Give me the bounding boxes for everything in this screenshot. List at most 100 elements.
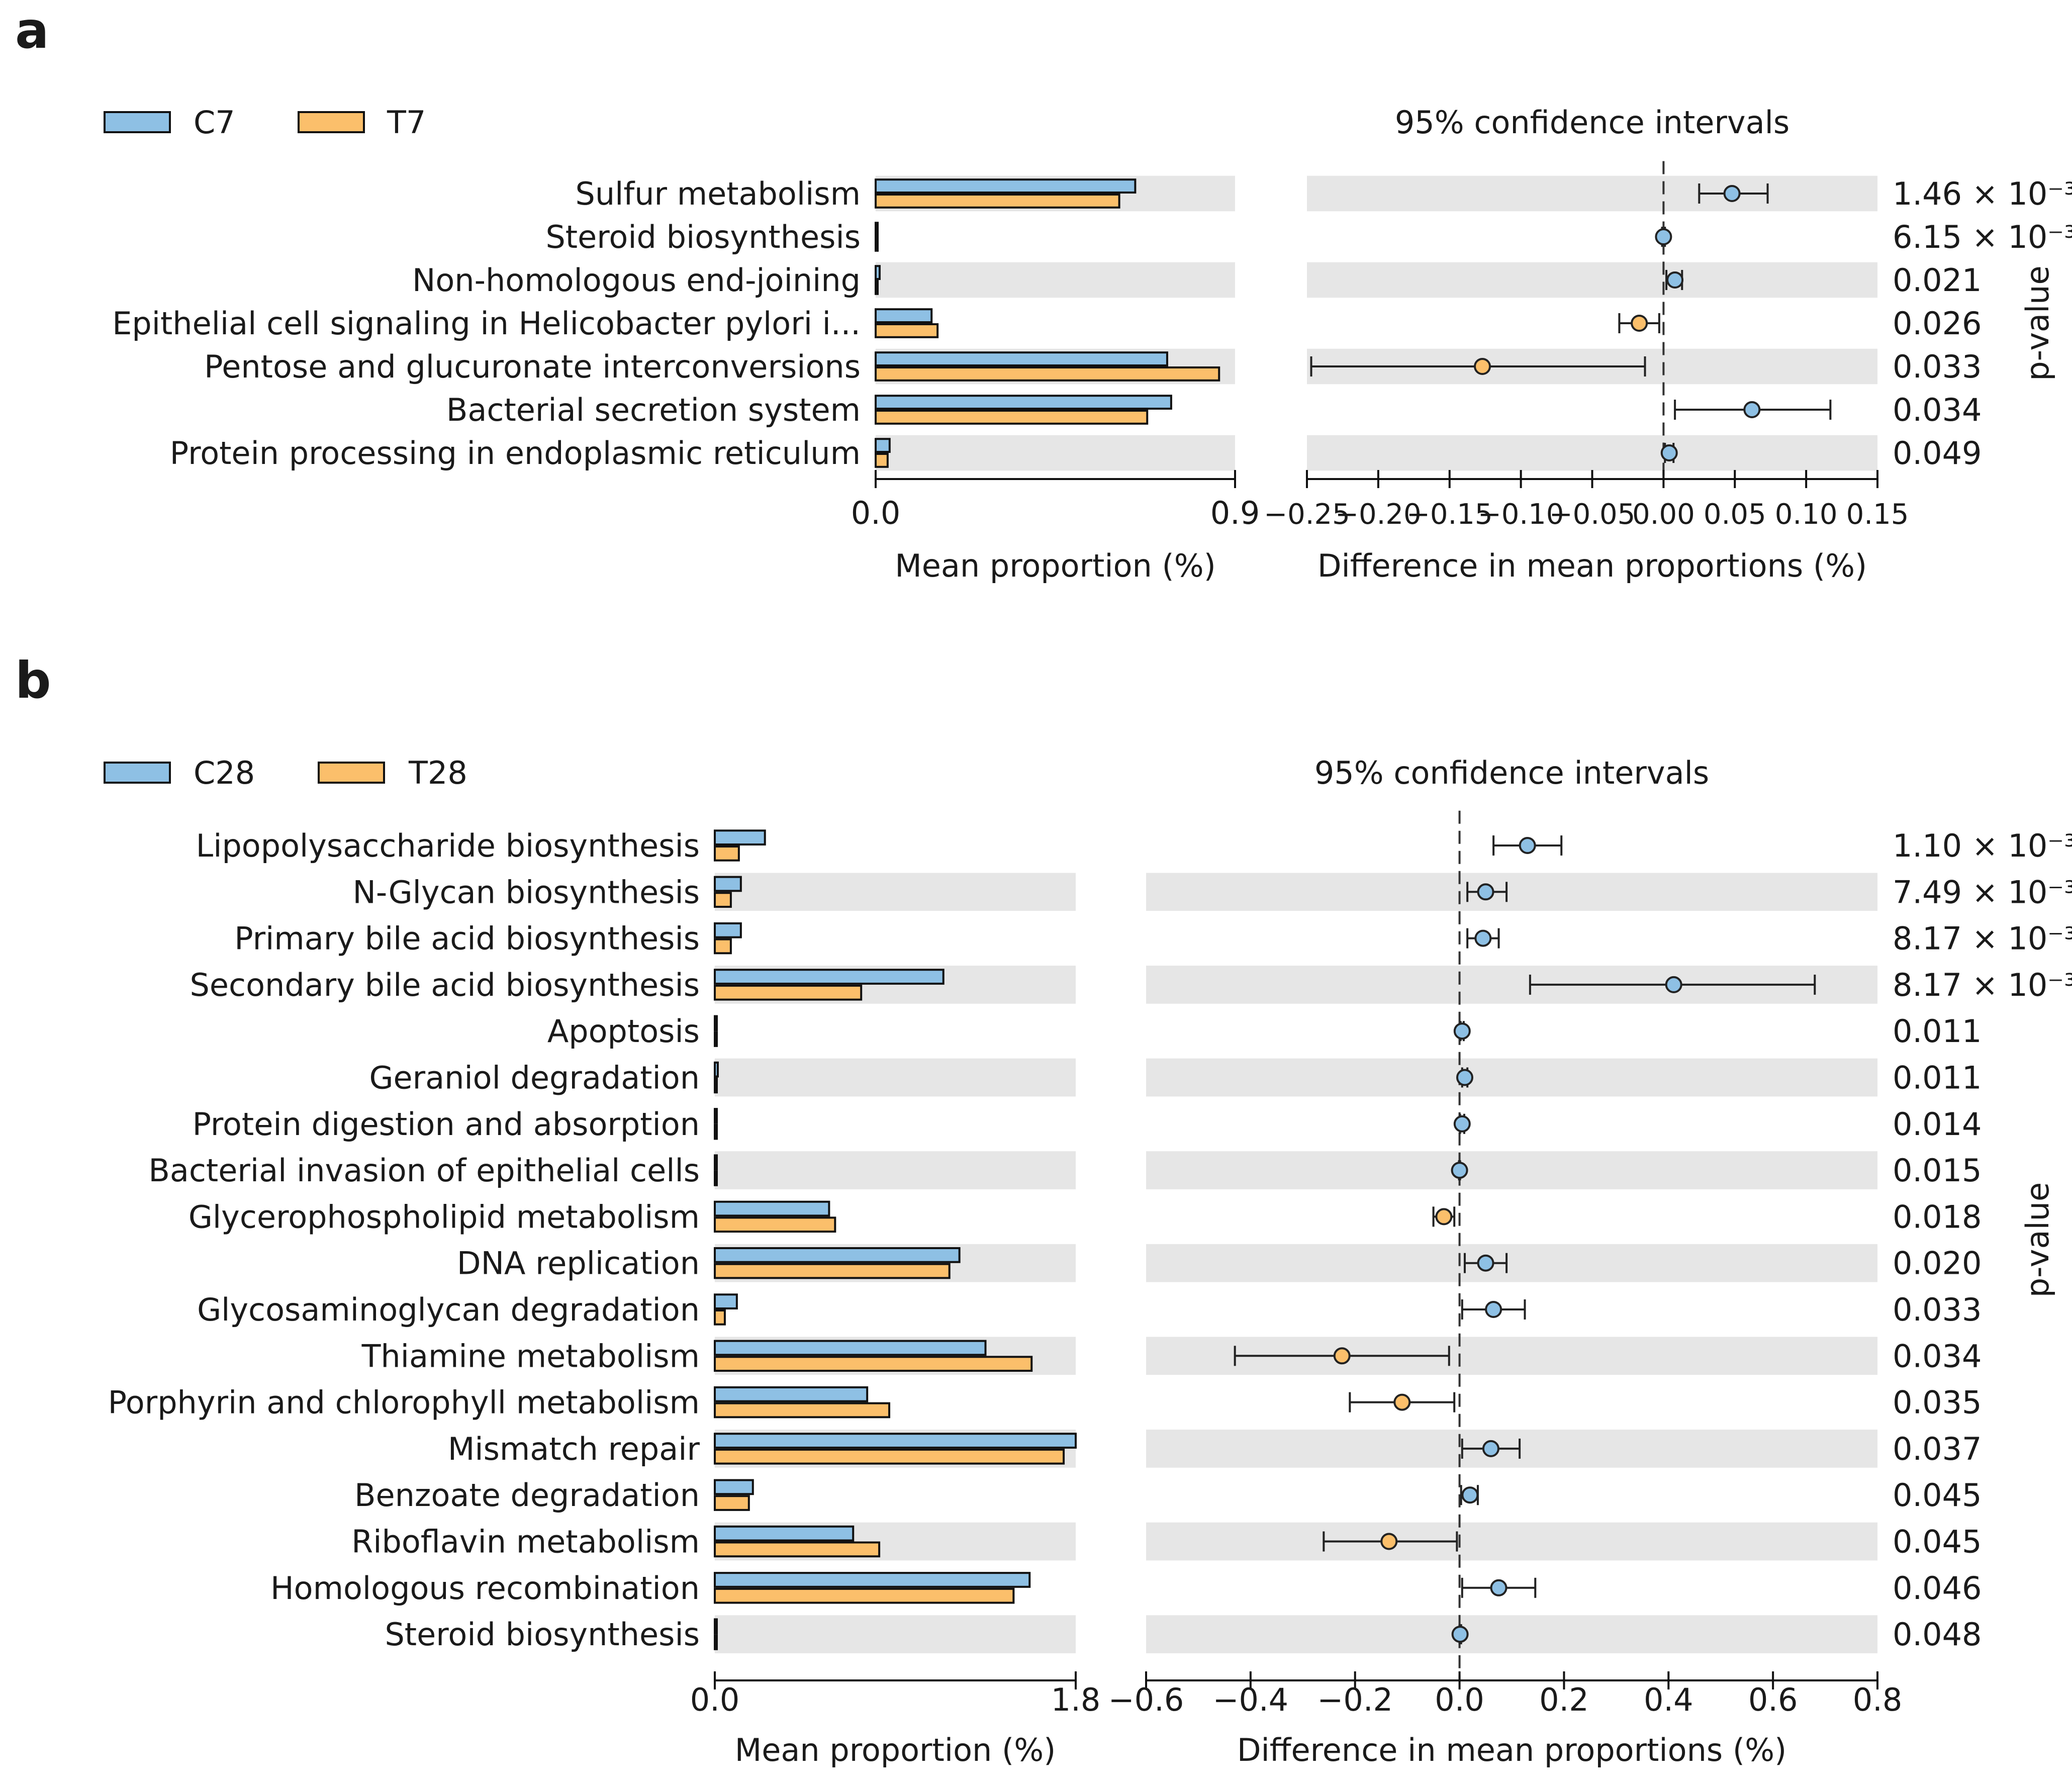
p-value-label: 0.014 — [1893, 1106, 1982, 1143]
ci-x-tick-label: 0.2 — [1539, 1681, 1589, 1718]
ci-x-axis-label: Difference in mean proportions (%) — [1317, 547, 1867, 584]
p-value-label: 7.49 × 10⁻³ — [1893, 874, 2072, 910]
bar-treatment — [714, 1634, 718, 1650]
bar-control — [714, 1479, 754, 1495]
bar-x-tick-label: 0.0 — [690, 1681, 740, 1718]
category-label: Geraniol degradation — [369, 1060, 700, 1096]
p-value-label: 0.011 — [1893, 1013, 1982, 1050]
ci-point — [1655, 228, 1672, 245]
ci-x-tick-label: 0.15 — [1846, 498, 1909, 531]
bar-treatment — [714, 1495, 750, 1511]
ci-point — [1451, 1626, 1469, 1643]
bar-x-axis-label: Mean proportion (%) — [895, 547, 1216, 584]
bar-control — [714, 1247, 961, 1263]
category-label: Secondary bile acid biosynthesis — [190, 967, 700, 1003]
category-label: Lipopolysaccharide biosynthesis — [196, 827, 700, 864]
ci-point — [1482, 1440, 1499, 1457]
bar-control — [875, 395, 1172, 410]
bar-treatment — [714, 1356, 1033, 1372]
ci-x-tick-label: 0.00 — [1632, 498, 1695, 531]
p-value-label: 0.037 — [1893, 1431, 1982, 1467]
bar-control — [714, 829, 766, 846]
bar-x-axis-label: Mean proportion (%) — [735, 1732, 1056, 1768]
bar-control — [714, 1015, 718, 1031]
p-value-label: 8.17 × 10⁻³ — [1893, 967, 2072, 1003]
ci-point — [1333, 1347, 1351, 1365]
bar-control — [714, 1200, 830, 1217]
bar-control — [714, 922, 742, 938]
p-value-label: 0.046 — [1893, 1570, 1982, 1607]
row-stripe — [1307, 262, 1877, 298]
ci-point — [1474, 929, 1492, 947]
row-stripe — [1146, 1244, 1877, 1282]
ci-point — [1453, 1115, 1471, 1133]
ci-point — [1743, 401, 1761, 418]
ci-x-tick-label: 0.6 — [1748, 1681, 1798, 1718]
ci-point — [1666, 271, 1684, 289]
p-value-label: 0.033 — [1893, 348, 1982, 385]
p-value-label: 0.045 — [1893, 1477, 1982, 1514]
ci-point — [1453, 1022, 1471, 1040]
p-value-label: 0.045 — [1893, 1524, 1982, 1560]
bar-x-tick-label: 0.9 — [1210, 495, 1260, 531]
p-value-label: 0.034 — [1893, 1338, 1982, 1374]
ci-point — [1393, 1393, 1411, 1411]
ci-point — [1519, 837, 1536, 854]
p-value-label: 0.026 — [1893, 305, 1982, 342]
legend-label-control: C7 — [194, 104, 235, 141]
legend-swatch-control — [104, 762, 171, 784]
p-value-label: 0.020 — [1893, 1245, 1982, 1282]
bar-control — [714, 1293, 738, 1310]
bar-treatment — [714, 1263, 951, 1279]
row-stripe — [715, 1615, 1076, 1653]
ci-point — [1474, 358, 1491, 375]
legend-swatch-treatment — [298, 111, 365, 133]
ci-x-tick-label: 0.05 — [1704, 498, 1766, 531]
ci-point — [1456, 1069, 1473, 1086]
bar-control — [875, 308, 933, 324]
p-value-label: 1.10 × 10⁻³ — [1893, 827, 2072, 864]
category-label: Benzoate degradation — [354, 1477, 700, 1514]
row-stripe — [1146, 1151, 1877, 1189]
panel-a: a C7 T7 95% confidence intervals Sulfur meta… — [15, 1, 2072, 584]
ci-point — [1631, 315, 1648, 332]
p-value-label: 0.021 — [1893, 262, 1982, 299]
category-label: Glycosaminoglycan degradation — [197, 1291, 700, 1328]
bar-control — [714, 1154, 718, 1171]
ci-point — [1490, 1579, 1508, 1596]
row-stripe — [1146, 1522, 1877, 1561]
bar-treatment — [714, 1077, 718, 1094]
bar-treatment — [875, 323, 939, 338]
ci-point — [1451, 1162, 1468, 1179]
ci-x-tick-label: 0.10 — [1775, 498, 1838, 531]
ci-title: 95% confidence intervals — [1395, 104, 1790, 141]
bar-control — [714, 969, 945, 985]
p-value-label: 0.048 — [1893, 1616, 1982, 1653]
ci-point — [1435, 1208, 1453, 1226]
ci-title: 95% confidence intervals — [1314, 755, 1709, 791]
legend-label-treatment: T7 — [387, 104, 426, 141]
bar-treatment — [714, 1170, 718, 1186]
p-value-label: 0.033 — [1893, 1291, 1982, 1328]
category-label: Epithelial cell signaling in Helicobacte… — [112, 305, 861, 342]
category-label: Steroid biosynthesis — [545, 219, 861, 255]
legend-label-treatment: T28 — [408, 755, 467, 791]
bar-treatment — [875, 453, 889, 468]
bar-control — [875, 438, 891, 453]
row-stripe — [1146, 1615, 1877, 1653]
category-label: Sulfur metabolism — [576, 175, 861, 212]
category-label: Non-homologous end-joining — [412, 262, 861, 299]
category-label: Glycerophospholipid metabolism — [189, 1198, 700, 1235]
category-label: Homologous recombination — [270, 1570, 700, 1607]
p-value-label: 0.015 — [1893, 1152, 1982, 1189]
ci-x-tick-label: −0.25 — [1264, 498, 1350, 531]
row-stripe — [715, 1151, 1076, 1189]
bar-control — [875, 178, 1137, 194]
bar-control — [714, 1386, 869, 1402]
bar-x-tick-label: 1.8 — [1051, 1681, 1101, 1718]
bar-treatment — [714, 1031, 718, 1047]
category-label: DNA replication — [457, 1245, 700, 1282]
panel-label: b — [15, 651, 51, 710]
ci-x-tick-label: 0.8 — [1853, 1681, 1903, 1718]
row-stripe — [1146, 873, 1877, 911]
